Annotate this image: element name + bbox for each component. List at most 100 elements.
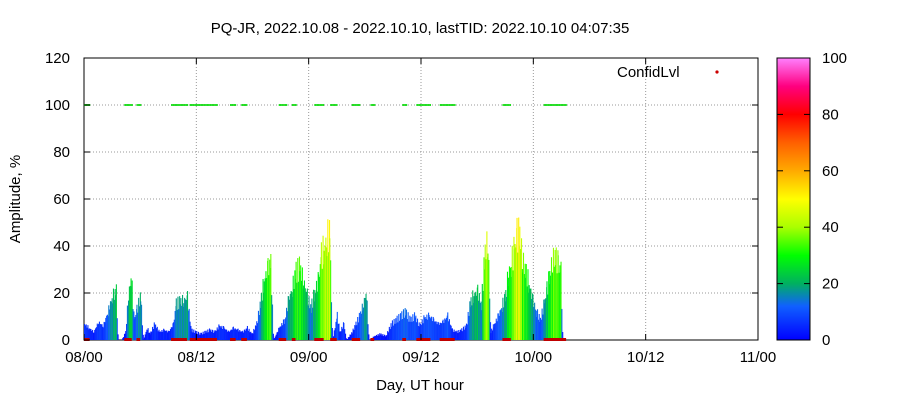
amplitude-bar <box>84 324 86 340</box>
amplitude-bar <box>126 305 128 340</box>
amplitude-bar <box>89 328 91 340</box>
amplitude-bar <box>414 317 416 340</box>
amplitude-bar <box>453 329 455 340</box>
confidence-point <box>200 104 203 106</box>
confidence-baseline-segment <box>230 338 236 341</box>
amplitude-bar <box>243 332 245 340</box>
amplitude-bar <box>542 314 544 340</box>
confidence-point <box>206 104 209 106</box>
amplitude-bar <box>522 272 524 340</box>
confidence-point <box>543 104 545 106</box>
amplitude-bar <box>545 298 547 340</box>
amplitude-bar <box>530 288 532 340</box>
amplitude-bar <box>416 318 419 340</box>
confidence-baseline-segment <box>370 338 375 341</box>
amplitude-bar <box>122 337 124 340</box>
amplitude-bar <box>387 331 389 340</box>
amplitude-bar <box>187 310 189 340</box>
confidence-point <box>212 104 215 106</box>
confidence-point <box>286 104 288 106</box>
amplitude-bar <box>315 293 317 340</box>
amplitude-bar <box>164 330 166 340</box>
amplitude-bar <box>135 314 137 340</box>
amplitude-bar <box>529 288 531 340</box>
amplitude-bar <box>513 248 515 340</box>
confidence-point <box>281 104 283 106</box>
amplitude-bar <box>419 326 421 340</box>
amplitude-bar <box>556 273 558 340</box>
amplitude-bar <box>415 315 417 340</box>
amplitude-bar <box>410 316 412 340</box>
confidence-baseline-segment <box>124 338 132 341</box>
confidence-point <box>230 104 232 106</box>
confidence-baseline-segment <box>330 338 337 341</box>
amplitude-bar <box>318 276 320 340</box>
amplitude-bar <box>478 293 480 340</box>
amplitude-bar <box>355 321 357 340</box>
amplitude-bar <box>143 337 145 340</box>
amplitude-bar <box>405 309 408 340</box>
amplitude-bar <box>138 306 141 340</box>
colorbar-tick-label: 40 <box>822 219 839 236</box>
amplitude-bar <box>134 317 136 340</box>
amplitude-bar <box>401 311 403 340</box>
amplitude-bar <box>183 303 185 340</box>
amplitude-bar <box>155 324 157 340</box>
amplitude-bar <box>95 327 97 340</box>
amplitude-bar <box>212 332 214 340</box>
confidence-point <box>183 104 185 106</box>
amplitude-bar <box>519 226 521 340</box>
confidence-point <box>197 104 199 106</box>
amplitude-bar <box>391 326 393 340</box>
confidence-point <box>210 104 212 106</box>
amplitude-bar <box>487 253 489 340</box>
confidence-point <box>424 104 427 106</box>
x-tick-label: 11/00 <box>740 349 776 366</box>
amplitude-bar <box>504 294 506 340</box>
confidence-point <box>231 104 233 106</box>
amplitude-bar <box>94 329 96 340</box>
confidence-point <box>439 104 442 106</box>
amplitude-bar <box>395 323 397 340</box>
amplitude-bar <box>351 332 353 340</box>
amplitude-bar <box>383 336 385 340</box>
amplitude-bar <box>197 333 199 340</box>
amplitude-bar <box>300 265 302 340</box>
amplitude-bar <box>420 324 422 340</box>
amplitude-bar <box>506 271 509 340</box>
amplitude-bar <box>497 313 499 340</box>
confidence-baseline-segment <box>136 338 141 341</box>
confidence-point <box>444 104 446 106</box>
amplitude-bar <box>276 332 278 340</box>
amplitude-bar <box>495 318 497 340</box>
confidence-point <box>192 104 194 106</box>
confidence-point <box>557 104 559 106</box>
amplitude-bar <box>109 309 111 340</box>
amplitude-bar <box>252 333 254 340</box>
amplitude-bar <box>127 300 130 340</box>
confidence-point <box>428 104 430 106</box>
amplitude-bar <box>283 323 285 340</box>
amplitude-bar <box>344 333 347 340</box>
amplitude-bar <box>340 331 342 340</box>
amplitude-bar <box>210 329 212 340</box>
amplitude-bar <box>323 250 325 340</box>
amplitude-bar <box>117 334 119 340</box>
amplitude-bar <box>465 323 468 340</box>
amplitude-bar <box>322 235 324 340</box>
amplitude-bar <box>191 328 193 340</box>
amplitude-bar <box>363 297 365 340</box>
confidence-point <box>177 104 179 106</box>
confidence-point <box>294 104 296 106</box>
confidence-baseline-segment <box>171 338 187 341</box>
y-tick-label: 20 <box>53 285 70 302</box>
confidence-point <box>315 104 317 106</box>
confidence-point <box>416 104 418 106</box>
amplitude-bar <box>520 249 522 340</box>
amplitude-bar <box>141 325 143 340</box>
confidence-point <box>547 104 549 106</box>
amplitude-bar <box>258 315 260 340</box>
amplitude-bar <box>254 325 257 340</box>
amplitude-bar <box>403 317 405 340</box>
confidence-point <box>242 104 244 106</box>
